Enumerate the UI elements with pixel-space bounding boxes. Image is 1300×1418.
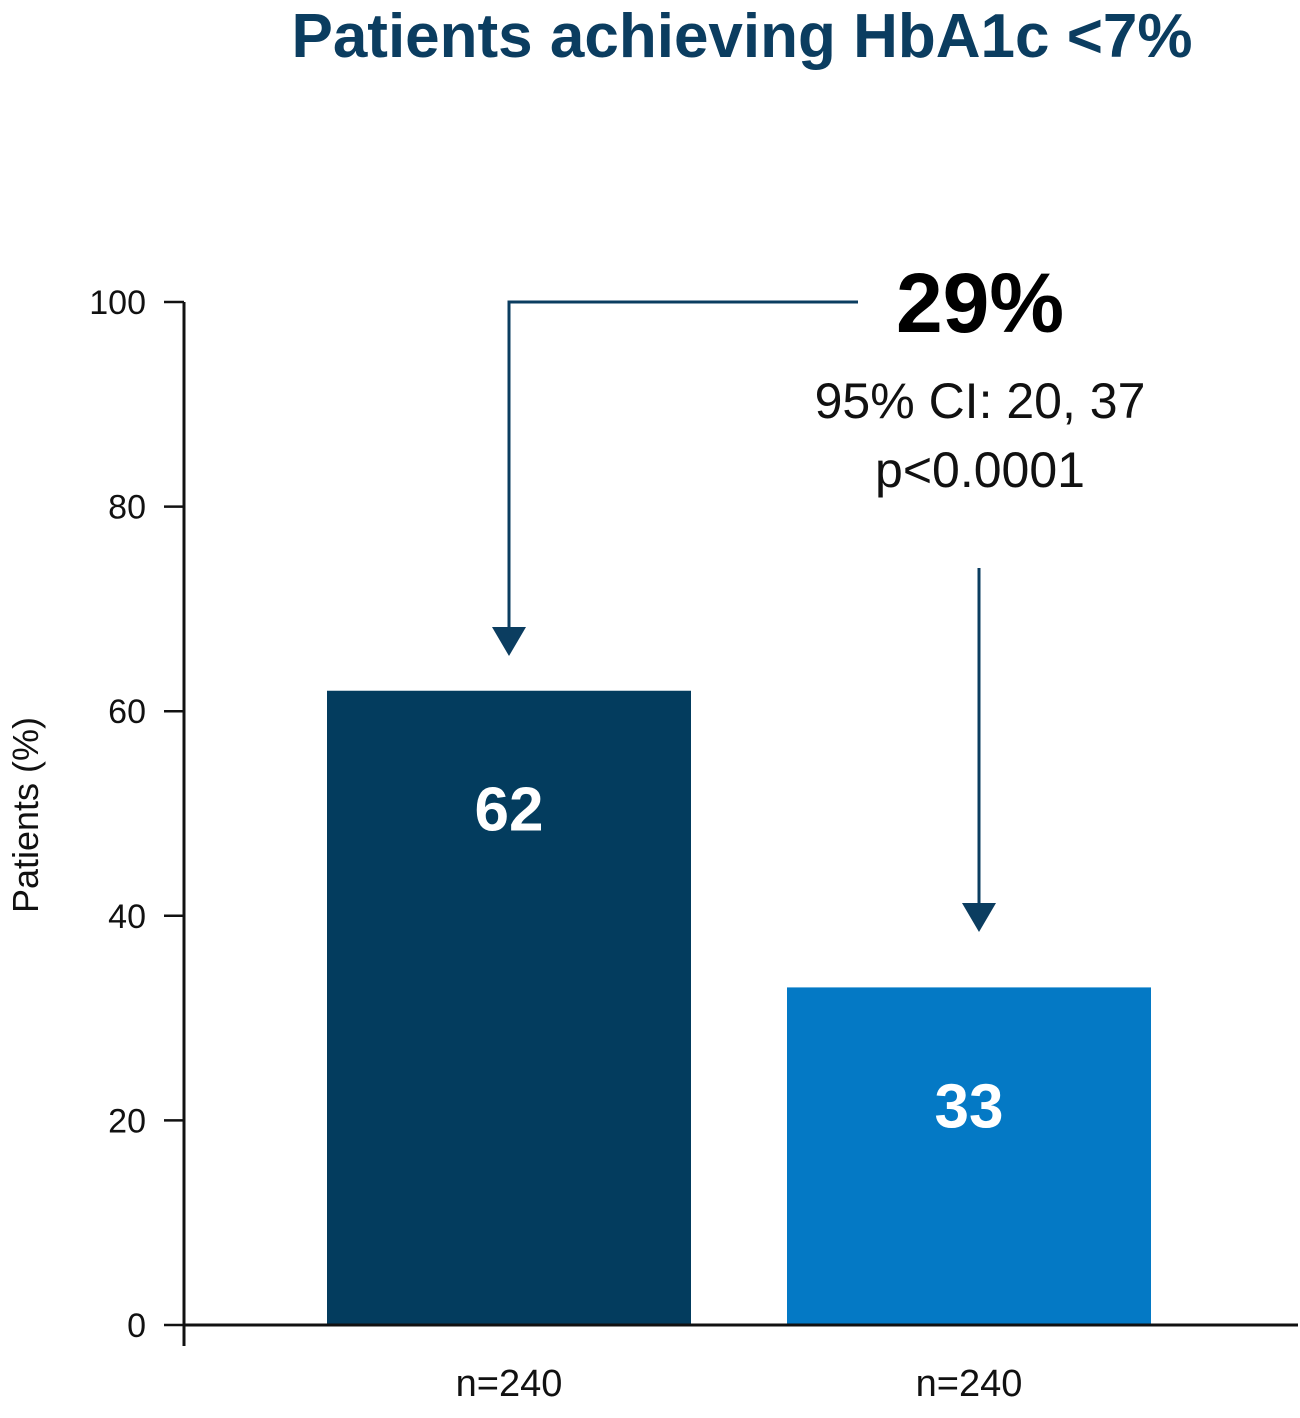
y-tick-label: 60 [108, 693, 146, 731]
ci-label: 95% CI: 20, 37 [815, 373, 1146, 429]
bars: 62 n=240 33 n=240 [327, 690, 1151, 1405]
bar [787, 987, 1151, 1325]
arrow-head-right [962, 903, 996, 932]
x-category-label: n=240 [456, 1363, 563, 1405]
difference-label: 29% [896, 256, 1064, 350]
x-category-label: n=240 [916, 1363, 1023, 1405]
y-tick-label: 100 [89, 284, 146, 322]
arrow-head-left [492, 627, 526, 656]
axes [182, 302, 1298, 1346]
y-tick-label: 20 [108, 1102, 146, 1140]
p-value-label: p<0.0001 [875, 442, 1085, 498]
bar [327, 690, 691, 1325]
y-tick-label: 80 [108, 489, 146, 527]
y-tick-label: 40 [108, 898, 146, 936]
y-axis-ticks: 0 20 40 60 80 100 [89, 284, 184, 1345]
annotation-arrows [492, 300, 996, 932]
arrow-line-left [507, 300, 858, 630]
chart-title: Patients achieving HbA1c <7% [291, 2, 1192, 71]
bar-value-label: 62 [475, 776, 544, 845]
bar-value-label: 33 [935, 1072, 1004, 1141]
y-tick-label: 0 [127, 1307, 146, 1345]
y-axis-label: Patients (%) [5, 717, 46, 913]
